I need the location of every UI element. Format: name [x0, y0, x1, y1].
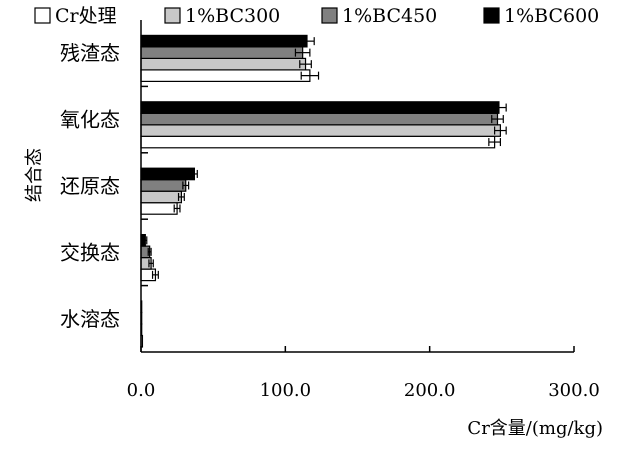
legend-label: Cr处理 [55, 5, 117, 27]
legend: Cr处理 1%BC300 1%BC450 1%BC600 [34, 5, 599, 27]
legend-swatch [321, 7, 338, 24]
legend-swatch [164, 7, 181, 24]
bar-2-1 [140, 190, 183, 204]
bar-1-3 [140, 101, 500, 114]
bar-1-2 [140, 112, 499, 126]
axes [140, 20, 575, 353]
error-bar-2-0 [173, 204, 181, 213]
error-bar-0-3 [299, 37, 315, 46]
error-bar-2-1 [177, 192, 185, 201]
bar-0-1 [140, 57, 307, 71]
x-tick-label: 0.0 [127, 380, 156, 401]
bar-1-1 [140, 124, 501, 137]
error-bar-3-3 [143, 236, 148, 245]
bar-1-0 [140, 135, 496, 149]
legend-item: 1%BC600 [483, 5, 599, 27]
category-label: 氧化态 [60, 108, 120, 132]
error-bar-0-2 [294, 48, 311, 57]
error-bar-0-1 [299, 60, 312, 69]
legend-item: 1%BC300 [164, 5, 280, 27]
x-tick-label: 200.0 [404, 380, 456, 401]
bar-0-0 [140, 69, 311, 83]
x-tick-label: 300.0 [548, 380, 600, 401]
legend-label: 1%BC450 [342, 5, 437, 27]
error-bar-3-2 [147, 247, 152, 256]
error-bar-1-0 [488, 138, 501, 147]
error-bar-1-3 [491, 103, 507, 112]
error-bar-3-0 [151, 270, 159, 279]
category-label: 残渣态 [60, 41, 120, 65]
y-axis-title: 结合态 [24, 148, 45, 202]
bar-2-0 [140, 202, 178, 215]
legend-swatch [483, 7, 500, 24]
legend-item: Cr处理 [34, 5, 117, 27]
error-bar-3-1 [148, 259, 154, 268]
error-bar-1-1 [494, 126, 507, 135]
legend-label: 1%BC600 [504, 5, 599, 27]
bar-2-3 [140, 167, 196, 181]
category-label: 水溶态 [60, 307, 120, 331]
bar-0-3 [140, 34, 308, 48]
error-bar-2-2 [182, 181, 190, 190]
bars [140, 34, 507, 348]
legend-item: 1%BC450 [321, 5, 437, 27]
category-label: 交换态 [60, 240, 120, 264]
bar-2-2 [140, 179, 187, 192]
error-bar-1-2 [491, 115, 504, 124]
error-bar-2-3 [190, 169, 198, 178]
category-label: 还原态 [60, 174, 120, 198]
legend-label: 1%BC300 [185, 5, 280, 27]
x-tick-label: 100.0 [260, 380, 312, 401]
bar-0-2 [140, 46, 304, 60]
legend-swatch [34, 7, 51, 24]
error-bar-0-0 [300, 71, 320, 80]
x-axis-title: Cr含量/(mg/kg) [467, 418, 603, 439]
